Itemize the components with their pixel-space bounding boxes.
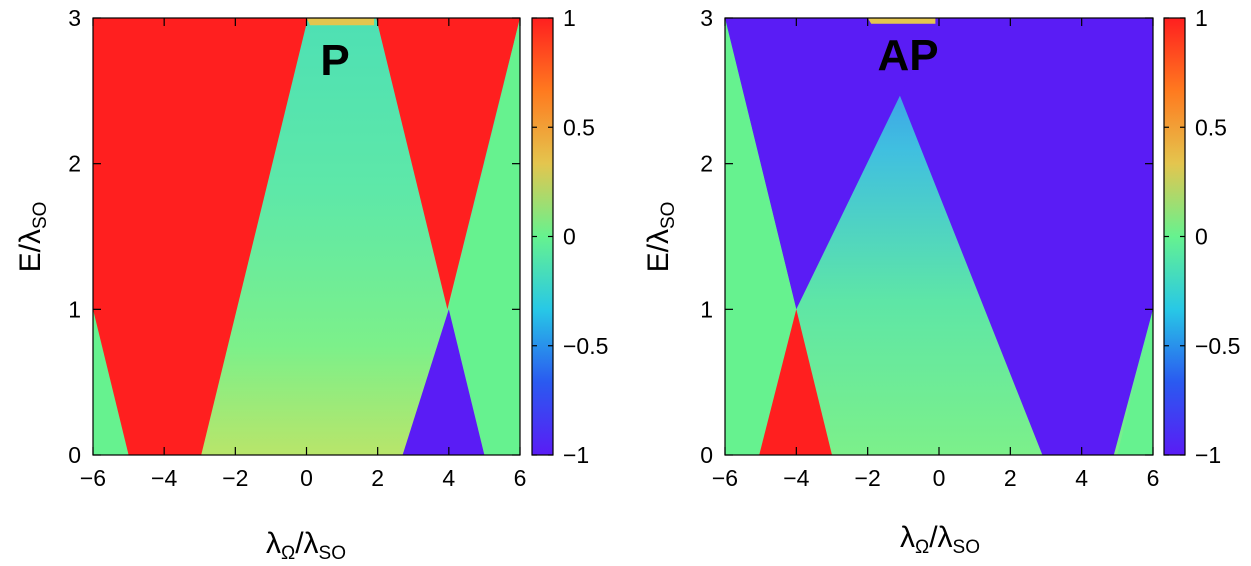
y-tick-label: 2 xyxy=(68,151,81,177)
x-tick-label: 2 xyxy=(371,465,384,491)
panel-title-p: P xyxy=(320,36,349,85)
y-tick-label: 1 xyxy=(68,296,81,322)
x-tick-label: −4 xyxy=(151,465,177,491)
y-axis-label-ap: E/λSO xyxy=(642,202,679,273)
x-tick-label: −6 xyxy=(80,465,106,491)
heatmap-region xyxy=(725,18,938,310)
heatmap-region xyxy=(93,18,308,455)
panel-p: −6 −4 −2 0 2 4 6 0 1 2 3 P −1 −0.5 0 0.5 1 E/λSO λΩ/λS… xyxy=(14,5,608,564)
heatmap-region xyxy=(376,18,520,310)
panel-title-ap: AP xyxy=(877,31,938,80)
heatmap-region xyxy=(448,18,520,455)
y-tick-label: 0 xyxy=(68,442,81,468)
colorbar-tick-label: −0.5 xyxy=(1195,333,1240,359)
x-axis-label-p: λΩ/λSO xyxy=(266,527,346,564)
x-tick-label: 6 xyxy=(514,465,527,491)
x-tick-label: 0 xyxy=(933,465,946,491)
colorbar-tick-label: 0 xyxy=(563,224,576,250)
axis-ticks-p: −6 −4 −2 0 2 4 6 0 1 2 3 xyxy=(68,5,526,491)
x-tick-label: −2 xyxy=(222,465,248,491)
colorbar-tick-label: −0.5 xyxy=(563,333,608,359)
colorbar-tick-label: 1 xyxy=(563,5,576,31)
heatmap-region xyxy=(402,309,485,455)
colorbar-tick-label: −1 xyxy=(1195,442,1221,468)
y-tick-label: 0 xyxy=(700,442,713,468)
panel-ap: −6 −4 −2 0 2 4 6 0 1 2 3 AP −1 −0.5 0 0.5 1 E/λSO λΩ/λ… xyxy=(642,5,1240,558)
colorbar-tick-label: 0.5 xyxy=(563,114,595,140)
heatmap-region xyxy=(759,309,832,455)
plot-frame-ap xyxy=(724,17,1154,456)
heatmap-ap xyxy=(725,18,1153,455)
y-axis-label-p: E/λSO xyxy=(14,202,51,273)
colorbar-tick-label: −1 xyxy=(563,442,589,468)
heatmap-region xyxy=(1117,309,1153,455)
y-tick-label: 2 xyxy=(700,151,713,177)
colorbar-tick-label: 0 xyxy=(1195,224,1208,250)
axis-ticks-ap: −6 −4 −2 0 2 4 6 0 1 2 3 xyxy=(700,5,1159,491)
y-tick-label: 3 xyxy=(68,5,81,31)
colorbar-tick-label: 1 xyxy=(1195,5,1208,31)
x-tick-label: 4 xyxy=(1075,465,1088,491)
heatmap-region xyxy=(867,18,936,24)
x-tick-label: 4 xyxy=(442,465,455,491)
plot-frame-p xyxy=(92,17,521,456)
x-tick-label: −6 xyxy=(712,465,738,491)
heatmap-region xyxy=(306,18,375,26)
colorbar-tick-label: 0.5 xyxy=(1195,114,1227,140)
x-tick-label: 0 xyxy=(300,465,313,491)
x-tick-label: 2 xyxy=(1004,465,1017,491)
colorbar-ap: −1 −0.5 0 0.5 1 xyxy=(1163,5,1240,468)
x-axis-label-ap: λΩ/λSO xyxy=(900,521,980,558)
y-tick-label: 1 xyxy=(700,296,713,322)
heatmap-region xyxy=(93,309,129,455)
heatmap-p xyxy=(93,18,520,455)
y-tick-label: 3 xyxy=(700,5,713,31)
x-tick-label: 6 xyxy=(1147,465,1160,491)
colorbar-p: −1 −0.5 0 0.5 1 xyxy=(531,5,608,468)
heatmap-region xyxy=(725,18,797,455)
x-tick-label: −2 xyxy=(855,465,881,491)
x-tick-label: −4 xyxy=(783,465,809,491)
